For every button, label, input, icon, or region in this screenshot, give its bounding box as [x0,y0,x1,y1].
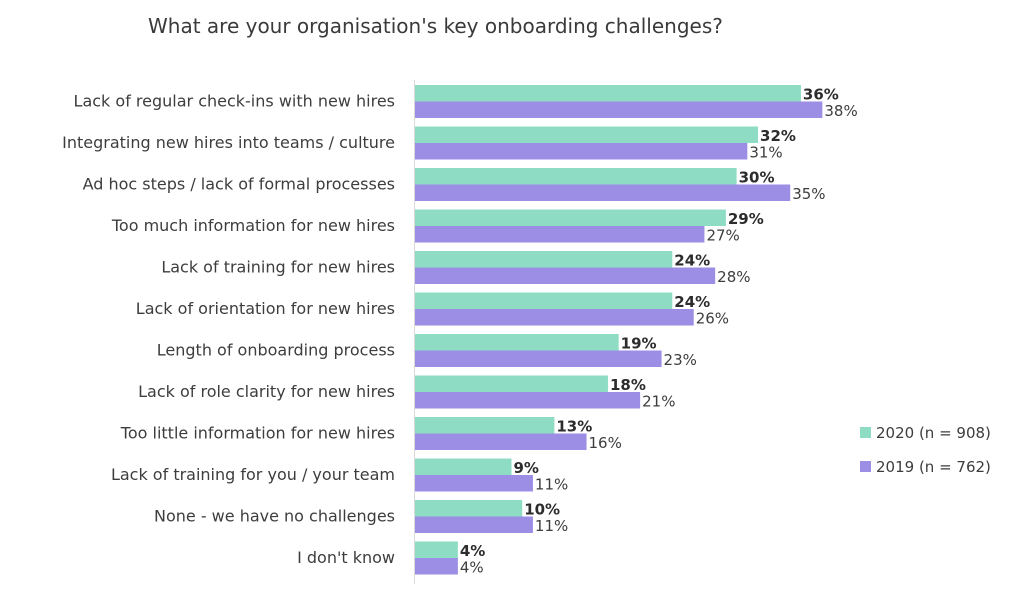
category-label: I don't know [297,548,395,567]
category-label: Lack of training for new hires [161,258,395,277]
bar-2020 [415,251,673,268]
bar-2019 [415,143,748,160]
data-label: 21% [642,393,675,411]
data-label: 13% [556,418,592,436]
category-label: Integrating new hires into teams / cultu… [62,133,395,152]
data-label: 38% [824,102,857,120]
data-label: 35% [792,185,825,203]
data-label: 24% [674,293,710,311]
labels-layer: Lack of regular check-ins with new hires… [62,86,858,577]
data-label: 10% [524,501,560,519]
bar-2019 [415,309,694,326]
data-label: 24% [674,252,710,270]
data-label: 36% [803,86,839,104]
data-label: 11% [535,517,568,535]
bar-2020 [415,292,673,309]
data-label: 23% [664,351,697,369]
category-label: Lack of regular check-ins with new hires [74,92,395,111]
data-label: 32% [760,127,796,145]
data-label: 18% [610,376,646,394]
bar-2020 [415,168,737,185]
category-label: Ad hoc steps / lack of formal processes [83,175,395,194]
category-label: Length of onboarding process [157,341,395,360]
category-label: Lack of training for you / your team [111,465,395,484]
data-label: 28% [717,268,750,286]
data-label: 4% [460,542,485,560]
legend-label: 2020 (n = 908) [876,424,991,442]
bar-2020 [415,126,759,143]
category-label: Too much information for new hires [111,216,395,235]
bar-2020 [415,85,801,102]
bar-2019 [415,184,791,201]
bar-2019 [415,475,533,492]
bar-2019 [415,392,641,409]
legend-swatch [860,427,871,438]
bar-2020 [415,458,512,475]
bar-2019 [415,433,587,450]
bar-2020 [415,209,726,226]
bar-2020 [415,334,619,351]
data-label: 9% [513,459,538,477]
data-label: 4% [460,559,484,577]
bar-2019 [415,516,533,533]
data-label: 29% [728,210,764,228]
category-label: Lack of role clarity for new hires [138,382,395,401]
category-label: Too little information for new hires [120,424,395,443]
data-label: 11% [535,476,568,494]
data-label: 30% [739,169,775,187]
bar-2020 [415,541,458,558]
bar-2020 [415,417,555,434]
legend-label: 2019 (n = 762) [876,458,991,476]
data-label: 31% [749,144,782,162]
bar-2020 [415,500,523,517]
data-label: 19% [621,335,657,353]
bar-2019 [415,101,823,118]
category-label: Lack of orientation for new hires [136,299,395,318]
data-label: 26% [696,310,729,328]
bar-2020 [415,375,608,392]
bar-2019 [415,350,662,367]
bar-2019 [415,226,705,243]
bar-2019 [415,267,716,284]
data-label: 27% [706,227,739,245]
legend: 2020 (n = 908) 2019 (n = 762) [860,424,991,476]
data-label: 16% [589,434,622,452]
category-label: None - we have no challenges [154,507,395,526]
bar-2019 [415,558,458,575]
legend-swatch [860,461,871,472]
bars-layer [415,85,823,575]
chart-title: What are your organisation's key onboard… [148,14,723,38]
